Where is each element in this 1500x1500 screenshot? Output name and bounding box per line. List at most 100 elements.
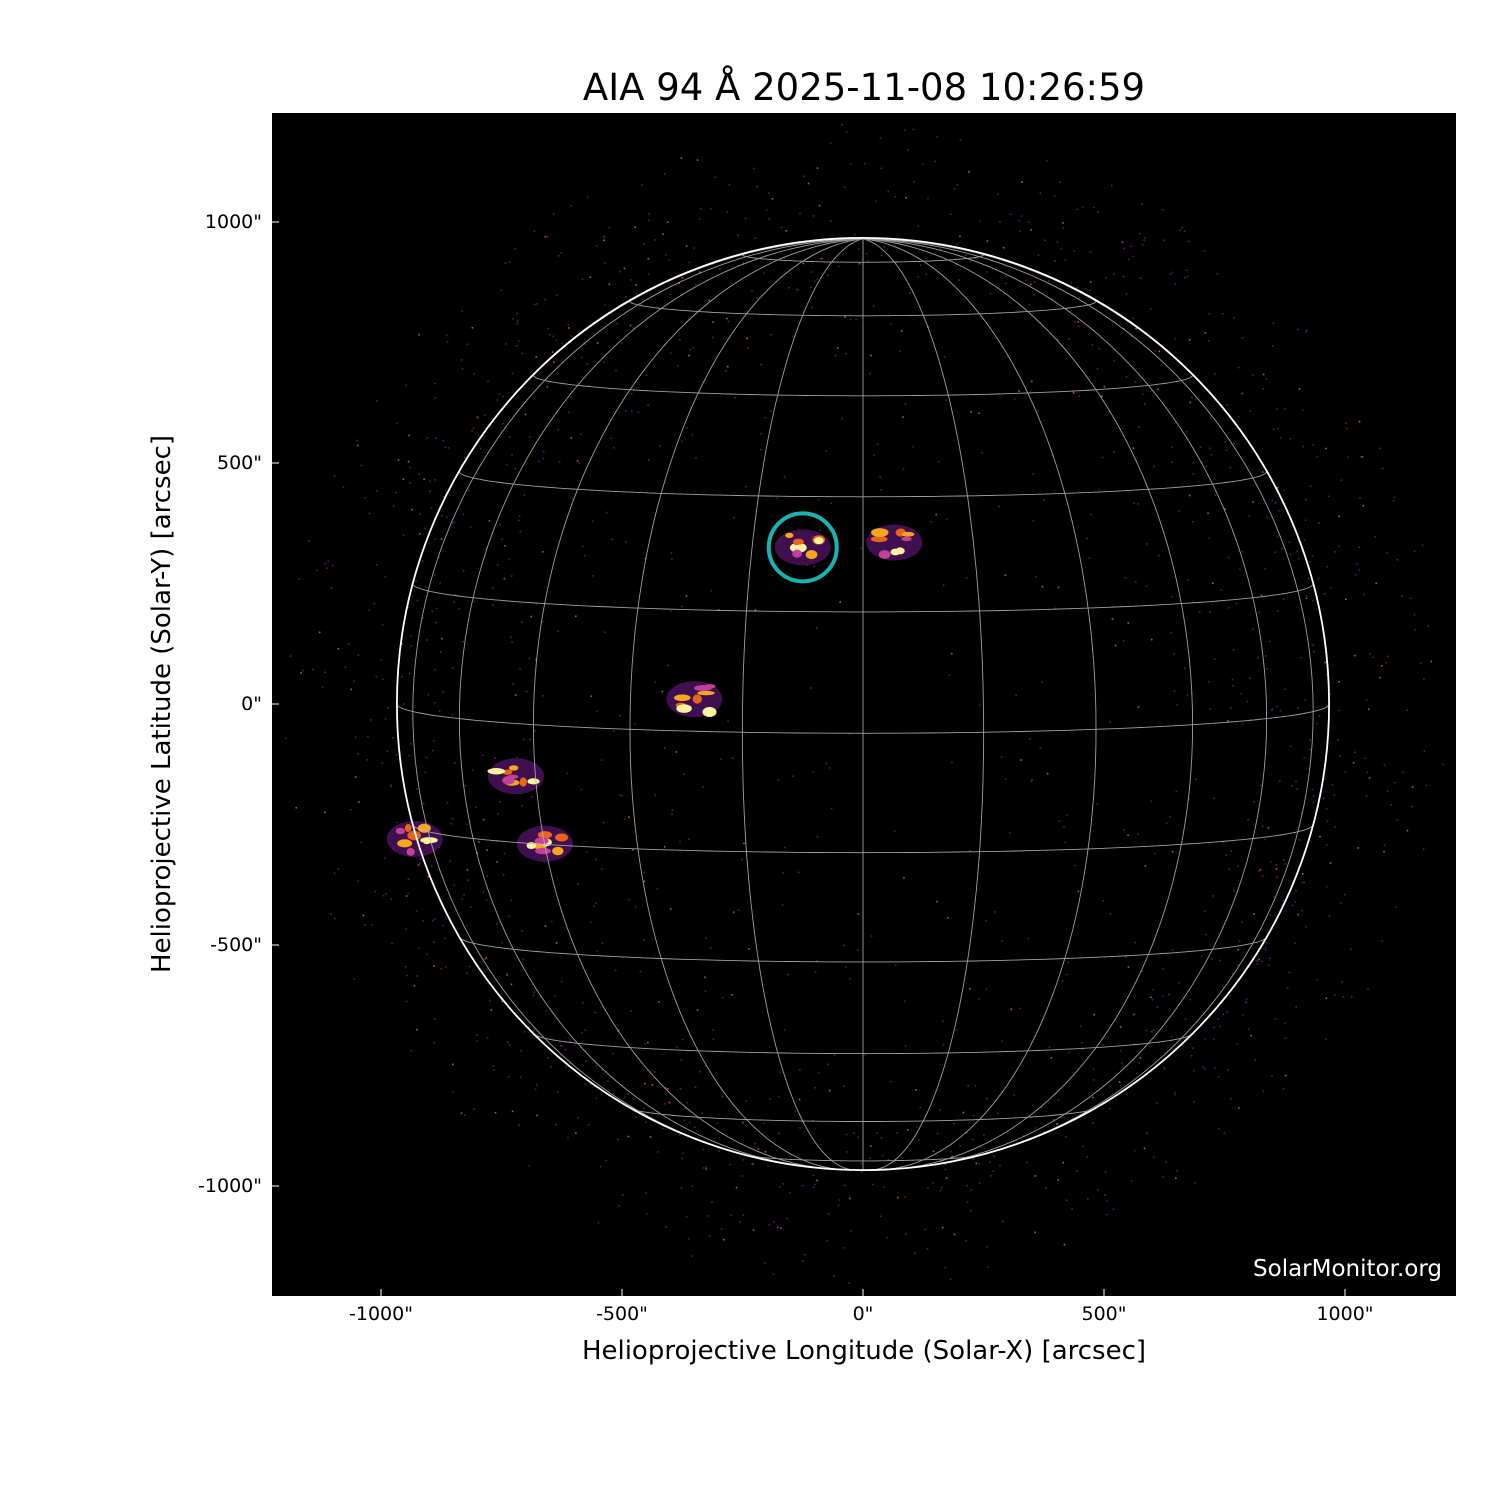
noise-pixel: [404, 965, 407, 968]
noise-pixel: [1305, 595, 1308, 597]
noise-pixel: [559, 1045, 562, 1047]
noise-pixel: [416, 1028, 418, 1031]
noise-pixel: [1101, 395, 1103, 398]
noise-pixel: [1344, 771, 1347, 774]
noise-pixel: [435, 607, 438, 610]
noise-pixel: [1209, 708, 1212, 710]
noise-pixel: [487, 380, 489, 383]
noise-pixel: [654, 239, 657, 241]
noise-pixel: [844, 966, 847, 968]
noise-pixel: [1289, 437, 1292, 440]
noise-pixel: [452, 1063, 454, 1066]
noise-pixel: [945, 399, 947, 402]
noise-pixel: [1216, 272, 1218, 275]
noise-pixel: [595, 1065, 598, 1067]
noise-pixel: [382, 894, 385, 897]
noise-pixel: [1192, 473, 1195, 475]
noise-pixel: [1274, 551, 1277, 554]
noise-pixel: [1230, 707, 1232, 709]
noise-pixel: [521, 352, 524, 355]
noise-pixel: [1051, 298, 1053, 300]
noise-pixel: [510, 899, 513, 902]
noise-pixel: [876, 443, 879, 446]
noise-pixel: [867, 260, 870, 262]
noise-pixel: [567, 1136, 569, 1139]
noise-pixel: [969, 260, 972, 263]
noise-pixel: [1054, 607, 1057, 609]
noise-pixel: [370, 719, 372, 721]
noise-pixel: [1064, 259, 1067, 261]
noise-pixel: [1256, 960, 1258, 963]
noise-pixel: [604, 262, 606, 264]
noise-pixel: [546, 235, 549, 238]
noise-pixel: [837, 347, 839, 349]
noise-pixel: [727, 720, 729, 722]
noise-pixel: [726, 365, 729, 368]
noise-pixel: [819, 529, 821, 532]
noise-pixel: [965, 254, 967, 257]
noise-pixel: [1340, 479, 1343, 481]
noise-pixel: [575, 1132, 577, 1135]
noise-pixel: [401, 642, 403, 645]
noise-pixel: [927, 197, 929, 200]
noise-pixel: [574, 615, 577, 618]
noise-pixel: [712, 1029, 714, 1031]
noise-pixel: [868, 1157, 871, 1159]
noise-pixel: [1286, 986, 1289, 989]
noise-pixel: [595, 1097, 598, 1100]
noise-pixel: [1183, 276, 1186, 279]
noise-pixel: [848, 733, 851, 735]
noise-pixel: [504, 544, 506, 547]
noise-pixel: [439, 651, 442, 653]
noise-pixel: [386, 750, 389, 752]
noise-pixel: [1162, 239, 1165, 242]
noise-pixel: [321, 686, 324, 688]
noise-pixel: [411, 508, 413, 511]
noise-pixel: [1279, 437, 1282, 439]
noise-pixel: [331, 564, 334, 567]
noise-pixel: [1145, 543, 1148, 545]
noise-pixel: [814, 1086, 816, 1089]
noise-pixel: [625, 410, 627, 412]
noise-pixel: [903, 877, 905, 879]
noise-pixel: [402, 534, 405, 537]
noise-pixel: [797, 288, 799, 291]
noise-pixel: [358, 801, 360, 803]
noise-pixel: [754, 609, 757, 611]
noise-pixel: [962, 1111, 965, 1114]
noise-pixel: [1421, 544, 1424, 547]
noise-pixel: [357, 880, 360, 882]
noise-pixel: [1276, 408, 1278, 411]
noise-pixel: [654, 681, 657, 683]
noise-pixel: [1295, 890, 1297, 892]
noise-pixel: [466, 343, 469, 346]
noise-pixel: [1170, 632, 1172, 634]
noise-pixel: [421, 560, 424, 563]
noise-pixel: [684, 1107, 687, 1110]
noise-pixel: [1258, 611, 1260, 614]
noise-pixel: [417, 864, 420, 866]
noise-pixel: [1326, 820, 1329, 822]
noise-pixel: [721, 997, 724, 999]
noise-pixel: [904, 403, 907, 405]
noise-pixel: [1095, 296, 1097, 298]
noise-pixel: [580, 356, 583, 359]
noise-pixel: [488, 520, 491, 522]
noise-pixel: [1171, 271, 1174, 274]
noise-pixel: [619, 794, 622, 796]
noise-pixel: [445, 334, 448, 337]
noise-pixel: [511, 454, 513, 456]
noise-pixel: [1312, 801, 1315, 804]
noise-pixel: [1137, 833, 1139, 835]
noise-pixel: [508, 558, 511, 561]
noise-pixel: [741, 1175, 744, 1177]
bright-kernel: [901, 536, 912, 542]
noise-pixel: [1297, 328, 1299, 331]
noise-pixel: [913, 180, 915, 183]
noise-pixel: [662, 233, 664, 235]
noise-pixel: [797, 871, 800, 874]
noise-pixel: [1302, 873, 1304, 875]
noise-pixel: [1387, 655, 1389, 658]
noise-pixel: [1303, 538, 1306, 541]
noise-pixel: [1077, 890, 1080, 893]
